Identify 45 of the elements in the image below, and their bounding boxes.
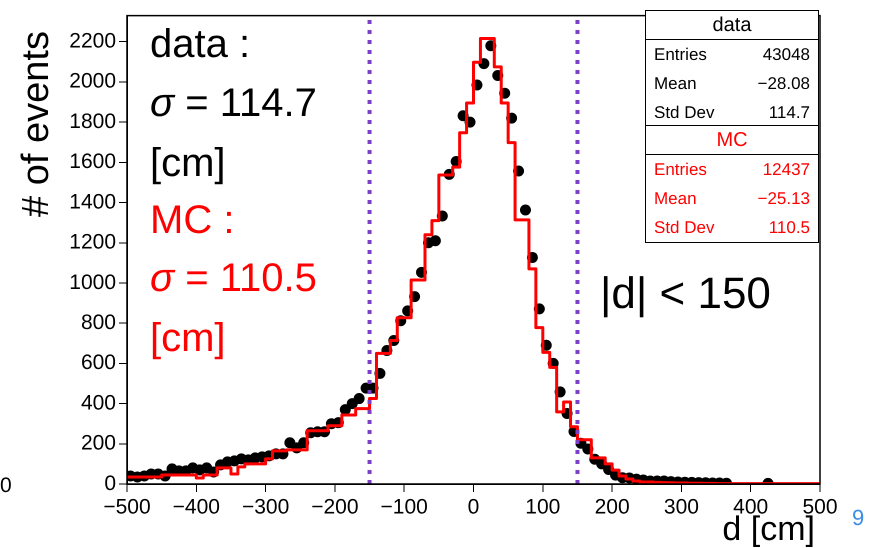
x-tick-label: −400 <box>172 495 220 518</box>
y-tick-label: 400 <box>80 391 116 414</box>
text: MC <box>646 126 818 155</box>
y-tick-label: 1600 <box>69 150 116 174</box>
y-tick-label: 1000 <box>69 270 116 294</box>
annotation: −28.08 <box>758 73 810 95</box>
annotation: |d| < 150 <box>600 269 771 318</box>
y-tick-label: 0 <box>104 472 116 495</box>
x-tick-label: 100 <box>525 495 560 518</box>
y-tick-label: 2000 <box>69 70 116 93</box>
annotation: 114.7 <box>768 102 810 124</box>
x-tick-label: 0 <box>468 495 480 518</box>
text: 0 <box>0 474 12 498</box>
annotation: [cm] <box>150 316 226 360</box>
annotation: Mean <box>654 73 697 95</box>
annotation: Std Dev <box>654 102 714 124</box>
annotation: σ = 110.5 <box>150 256 317 300</box>
annotation: Mean <box>654 188 697 210</box>
annotation: data : <box>150 22 250 66</box>
x-tick-label: −500 <box>103 495 151 518</box>
annotation: MC : <box>150 198 234 242</box>
x-tick-label: 200 <box>594 495 630 518</box>
y-tick-label: 1400 <box>69 190 116 214</box>
x-tick-label: −200 <box>311 495 359 518</box>
annotation: 12437 <box>762 159 810 181</box>
text: data <box>646 11 818 40</box>
annotation: Entries <box>654 159 707 181</box>
y-axis-title: # of events <box>14 30 58 219</box>
annotation: 110.5 <box>768 217 810 239</box>
x-tick-label: −100 <box>380 495 428 518</box>
annotation: Entries <box>654 44 707 66</box>
x-tick-label: −300 <box>242 495 290 518</box>
y-tick-label: 800 <box>80 310 116 334</box>
x-tick-label: 300 <box>664 495 699 518</box>
y-tick-label: 1800 <box>69 110 116 133</box>
y-tick-label: 600 <box>80 351 116 374</box>
annotation: −25.13 <box>758 188 810 210</box>
text: 9 <box>852 505 864 531</box>
y-tick-label: 200 <box>80 432 116 455</box>
annotation: Std Dev <box>654 217 714 239</box>
y-tick-label: 2200 <box>69 30 116 53</box>
y-tick-label: 1200 <box>69 230 116 254</box>
annotation: 43048 <box>762 44 810 66</box>
annotation: σ = 114.7 <box>150 81 317 125</box>
annotation: [cm] <box>150 141 226 185</box>
